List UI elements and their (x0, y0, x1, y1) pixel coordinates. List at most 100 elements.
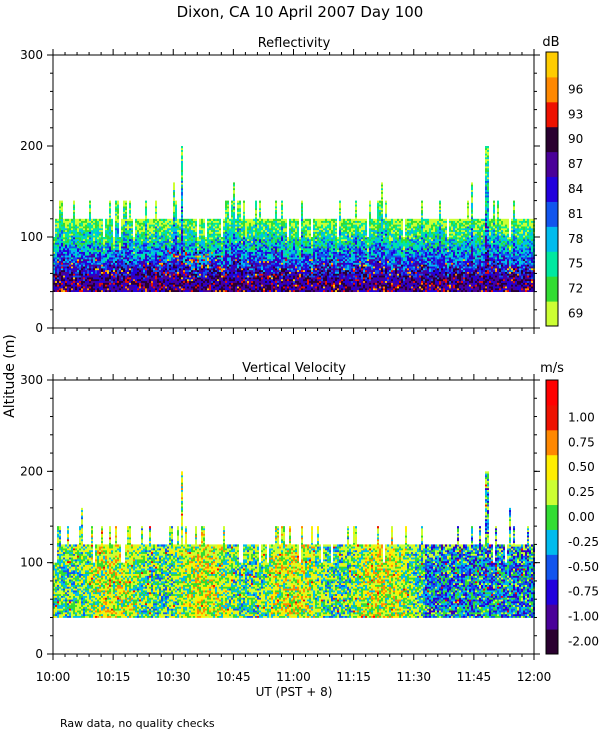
heatmap-cell (63, 282, 65, 285)
heatmap-cell (95, 235, 97, 238)
heatmap-cell (55, 246, 57, 249)
heatmap-cell (103, 280, 105, 283)
heatmap-cell (53, 240, 55, 243)
heatmap-cell (123, 260, 125, 263)
heatmap-cell (57, 247, 59, 251)
heatmap-cell (67, 277, 69, 280)
heatmap-cell (115, 284, 117, 287)
heatmap-cell (63, 235, 65, 238)
heatmap-cell (65, 267, 67, 271)
heatmap-cell (117, 242, 119, 245)
heatmap-cell (53, 266, 55, 269)
heatmap-cell (115, 204, 117, 207)
heatmap-cell (65, 246, 67, 249)
heatmap-cell (83, 253, 85, 256)
heatmap-cell (63, 233, 65, 236)
heatmap-cell (91, 280, 93, 283)
heatmap-cell (65, 255, 67, 258)
heatmap-cell (67, 269, 69, 272)
heatmap-cell (105, 277, 107, 280)
heatmap-cell (69, 267, 71, 271)
heatmap-cell (89, 215, 91, 218)
heatmap-cell (55, 280, 57, 283)
heatmap-cell (71, 269, 73, 272)
heatmap-cell (77, 218, 79, 222)
heatmap-cell (99, 255, 101, 258)
heatmap-cell (69, 220, 71, 223)
heatmap-cell (123, 211, 125, 214)
heatmap-cell (63, 218, 65, 222)
heatmap-cell (91, 267, 93, 271)
heatmap-cell (101, 249, 103, 252)
heatmap-cell (89, 222, 91, 225)
heatmap-cell (63, 226, 65, 229)
heatmap-cell (61, 215, 63, 218)
heatmap-cell (117, 257, 119, 260)
heatmap-cell (83, 277, 85, 280)
heatmap-cell (81, 260, 83, 263)
heatmap-cell (115, 240, 117, 243)
heatmap-cell (107, 229, 109, 232)
heatmap-cell (103, 237, 105, 240)
heatmap-cell (93, 262, 95, 265)
heatmap-cell (107, 277, 109, 280)
heatmap-cell (61, 267, 63, 271)
heatmap-cell (119, 284, 121, 287)
heatmap-cell (63, 289, 65, 292)
heatmap-cell (65, 247, 67, 251)
heatmap-cell (59, 282, 61, 285)
heatmap-cell (75, 238, 77, 242)
heatmap-cell (81, 282, 83, 285)
heatmap-cell (77, 231, 79, 234)
heatmap-cell (73, 224, 75, 227)
heatmap-cell (85, 262, 87, 265)
heatmap-cell (95, 222, 97, 225)
heatmap-cell (75, 222, 77, 225)
heatmap-cell (97, 280, 99, 283)
heatmap-cell (61, 277, 63, 280)
heatmap-cell (117, 286, 119, 289)
heatmap-cell (133, 275, 135, 278)
heatmap-cell (97, 260, 99, 263)
heatmap-cell (117, 262, 119, 265)
heatmap-cell (121, 229, 123, 232)
heatmap-cell (97, 273, 99, 276)
heatmap-cell (95, 253, 97, 256)
heatmap-cell (83, 260, 85, 263)
heatmap-cell (79, 253, 81, 256)
heatmap-cell (125, 204, 127, 207)
heatmap-cell (109, 255, 111, 258)
heatmap-cell (61, 251, 63, 254)
heatmap-cell (103, 240, 105, 243)
heatmap-cell (57, 233, 59, 236)
heatmap-cell (237, 200, 239, 203)
heatmap-cell (129, 204, 131, 207)
heatmap-cell (127, 267, 129, 271)
heatmap-cell (85, 269, 87, 272)
heatmap-cell (61, 287, 63, 291)
heatmap-cell (99, 249, 101, 252)
heatmap-cell (109, 202, 111, 205)
heatmap-cell (61, 204, 63, 207)
heatmap-cell (277, 218, 279, 222)
heatmap-cell (115, 200, 117, 203)
heatmap-cell (87, 235, 89, 238)
heatmap-cell (85, 266, 87, 269)
heatmap-cell (65, 284, 67, 287)
heatmap-cell (83, 246, 85, 249)
heatmap-cell (57, 222, 59, 225)
heatmap-cell (111, 242, 113, 245)
heatmap-cell (131, 218, 133, 222)
heatmap-cell (105, 237, 107, 240)
heatmap-cell (87, 229, 89, 232)
heatmap-cell (127, 286, 129, 289)
heatmap-cell (125, 244, 127, 247)
heatmap-cell (59, 277, 61, 280)
heatmap-cell (113, 289, 115, 292)
heatmap-cell (125, 222, 127, 225)
heatmap-cell (67, 264, 69, 267)
heatmap-cell (91, 269, 93, 272)
heatmap-cell (117, 218, 119, 222)
heatmap-cell (75, 257, 77, 260)
heatmap-cell (113, 266, 115, 269)
